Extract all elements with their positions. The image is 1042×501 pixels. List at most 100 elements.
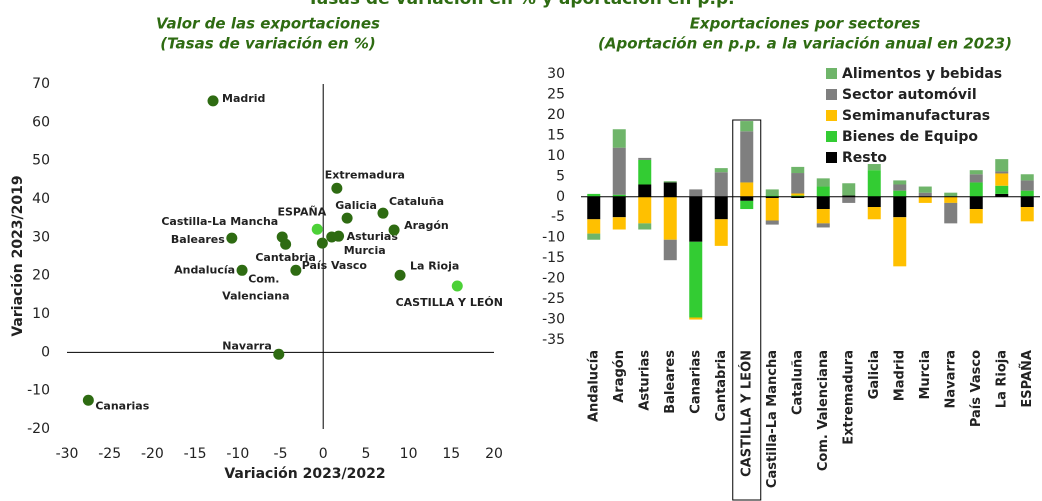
y-tick-label: 25 — [547, 86, 565, 102]
point — [226, 232, 238, 244]
point-label: CASTILLA Y LEÓN — [396, 296, 503, 309]
bar-segment — [765, 196, 779, 198]
point-label: País Vasco — [302, 259, 368, 272]
y-tick-label: 70 — [32, 76, 50, 92]
y-tick-label: -30 — [542, 312, 565, 328]
bar-segment — [612, 196, 626, 218]
bar-segment — [791, 173, 805, 194]
bar-segment — [944, 196, 958, 203]
y-tick-label: 0 — [556, 189, 565, 205]
x-tick-label: Navarra — [943, 350, 958, 409]
y-tick-label: -10 — [27, 383, 50, 399]
bar-segment — [612, 147, 626, 195]
x-tick-label: Cataluña — [790, 350, 805, 415]
bar-segment — [791, 166, 805, 174]
bar-segment — [995, 173, 1009, 186]
x-tick-label: -10 — [226, 446, 249, 462]
bar-segment — [918, 196, 932, 203]
y-tick-label: -5 — [551, 209, 565, 225]
y-tick-label: 5 — [556, 168, 565, 184]
bar-segment — [663, 196, 677, 240]
point-label: Galicia — [335, 199, 377, 212]
bar-segment — [689, 317, 703, 320]
bar-segment — [663, 239, 677, 261]
bar-segment — [944, 192, 958, 197]
bar-segment — [638, 157, 652, 160]
x-tick-label: ESPAÑA — [1019, 350, 1035, 408]
bar-segment — [842, 183, 856, 196]
x-tick-label: CASTILLA Y LEÓN — [738, 350, 754, 477]
bar-segment — [969, 170, 983, 175]
y-tick-label: -35 — [542, 332, 565, 348]
bar-segment — [714, 168, 728, 173]
point — [311, 223, 323, 235]
bar-segment — [816, 178, 830, 187]
point-label: Com. — [248, 272, 279, 285]
subtitle: Valor de las exportaciones — [156, 15, 380, 33]
x-tick-label: Cantabria — [714, 350, 729, 422]
legend-label: Alimentos y bebidas — [842, 66, 1002, 82]
x-tick-label: Extremadura — [841, 350, 856, 445]
x-tick-label: Canarias — [688, 350, 703, 414]
bar-segment — [765, 197, 779, 221]
bar-segment — [612, 129, 626, 148]
point-label: Cataluña — [389, 195, 444, 208]
bar-segment — [867, 170, 881, 197]
point-label: Cantabria — [255, 251, 316, 264]
bar-segment — [816, 209, 830, 224]
bar-segment — [969, 196, 983, 210]
x-tick-label: La Rioja — [994, 350, 1009, 408]
bar-segment — [765, 189, 779, 196]
bar-segment — [1020, 190, 1034, 197]
legend-swatch — [826, 110, 837, 121]
x-tick-label: -25 — [98, 446, 121, 462]
bar-segment — [689, 196, 703, 242]
bar-segment — [663, 181, 677, 183]
bar-segment — [791, 193, 805, 196]
bar-segment — [638, 159, 652, 185]
x-tick-label: Murcia — [918, 350, 933, 400]
point-label: Madrid — [222, 92, 265, 105]
bar-segment — [969, 182, 983, 197]
point — [280, 238, 292, 250]
legend-swatch — [826, 68, 837, 79]
bar-segment — [740, 200, 754, 210]
point-label: Asturias — [347, 230, 399, 243]
bar-segment — [587, 193, 601, 197]
x-tick-label: 10 — [400, 446, 418, 462]
x-tick-label: País Vasco — [969, 350, 984, 427]
subtitle: Exportaciones por sectores — [690, 15, 921, 33]
bar-segment — [587, 196, 601, 220]
bar-segment — [765, 195, 779, 197]
bar-segment — [689, 241, 703, 318]
bar-segment — [765, 220, 779, 225]
bar-segment — [791, 195, 805, 197]
point-label: Baleares — [171, 233, 225, 246]
y-tick-label: 20 — [32, 268, 50, 284]
y-tick-label: 10 — [32, 306, 50, 322]
bar-segment — [893, 190, 907, 197]
y-tick-label: 15 — [547, 127, 565, 143]
legend-label: Sector automóvil — [842, 87, 977, 103]
y-tick-label: -20 — [542, 271, 565, 287]
x-tick-label: -5 — [274, 446, 288, 462]
bar-segment — [944, 202, 958, 224]
y-tick-label: 0 — [41, 344, 50, 360]
legend-label: Semimanufacturas — [842, 108, 990, 124]
bar-segment — [995, 159, 1009, 172]
point-label: Murcia — [344, 244, 386, 257]
bar-segment — [918, 186, 932, 193]
legend-swatch — [826, 89, 837, 100]
bar-segment — [893, 184, 907, 191]
bar-segment — [740, 131, 754, 183]
bar-segment — [587, 233, 601, 240]
y-tick-label: 30 — [547, 66, 565, 82]
bar-segment — [740, 121, 754, 132]
bar-segment — [791, 196, 805, 198]
bar-segment — [842, 195, 856, 197]
y-tick-label: 40 — [32, 191, 50, 207]
point — [316, 237, 328, 249]
bar-segment — [1020, 196, 1034, 207]
y-tick-label: 20 — [547, 107, 565, 123]
